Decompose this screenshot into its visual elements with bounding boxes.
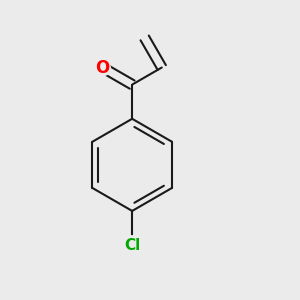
- Text: O: O: [95, 58, 110, 76]
- Text: Cl: Cl: [124, 238, 140, 253]
